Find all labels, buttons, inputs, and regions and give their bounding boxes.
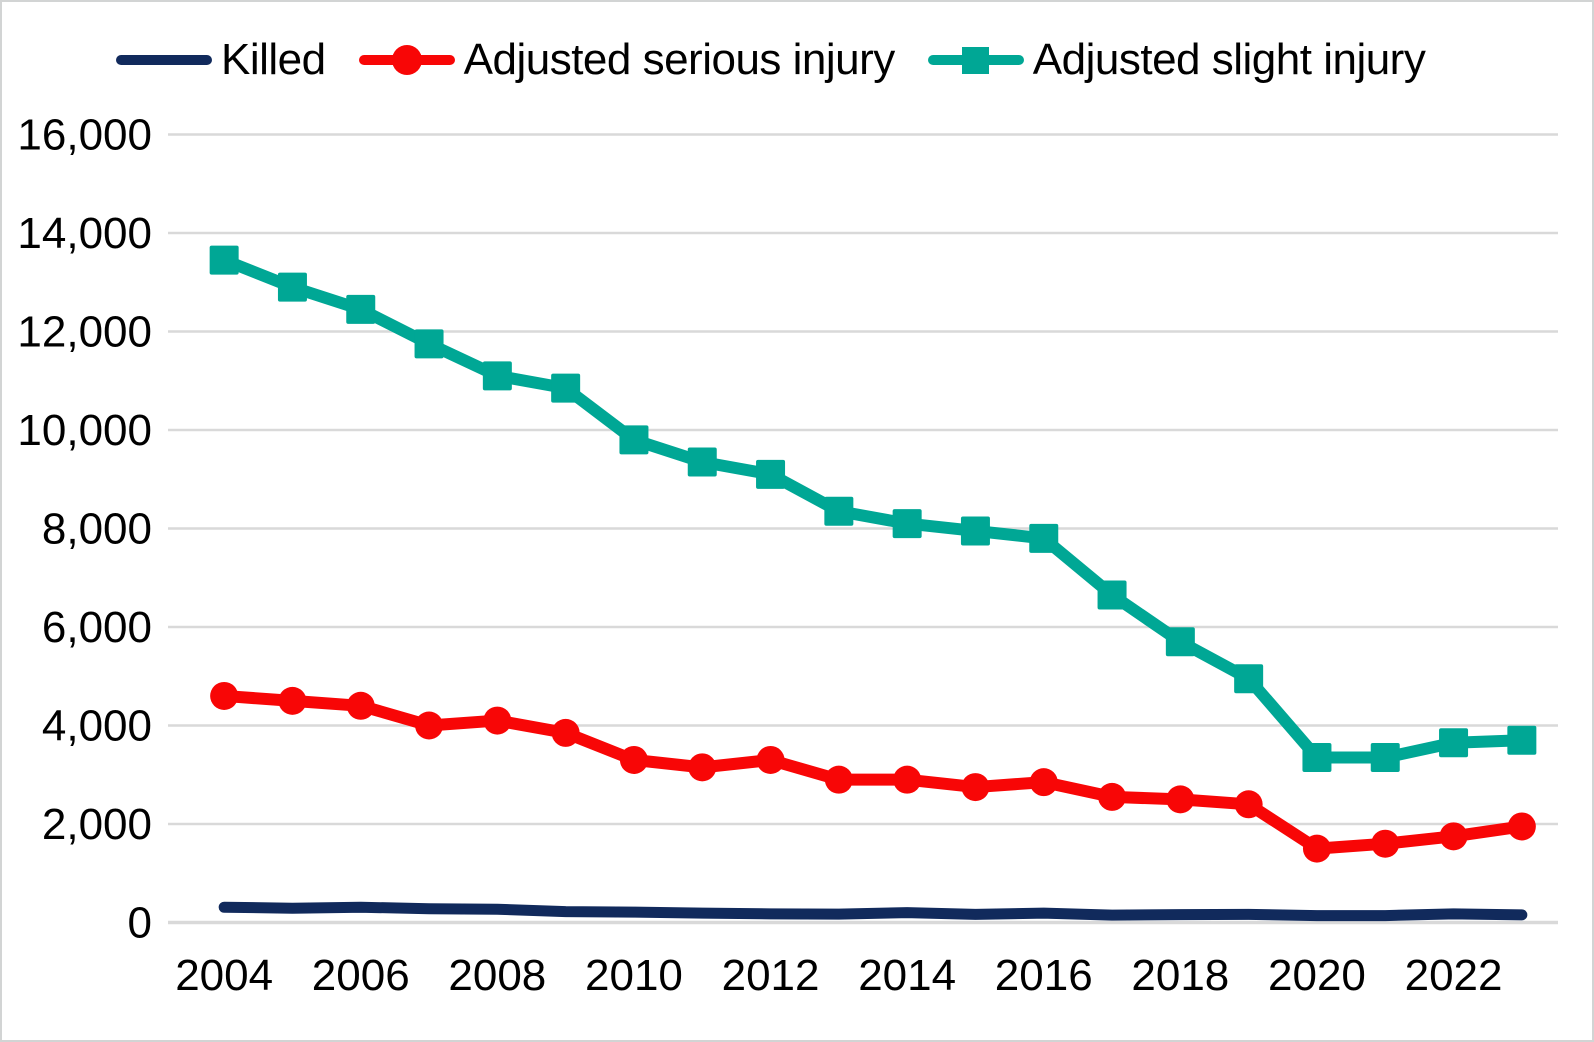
x-axis-tick-label: 2010 (585, 951, 683, 1000)
data-point-marker (1507, 812, 1536, 841)
y-axis-tick-label: 0 (128, 899, 152, 948)
x-axis-tick-label: 2018 (1131, 951, 1229, 1000)
data-point-marker (756, 745, 785, 774)
x-axis-tick-label: 2012 (722, 951, 820, 1000)
data-point-marker (619, 745, 648, 774)
data-point-marker (1165, 627, 1195, 657)
data-point-marker (1370, 743, 1400, 773)
slight-injury-line-swatch-icon (927, 44, 1024, 76)
legend-item-slight-injury: Adjusted slight injury (927, 35, 1426, 84)
data-point-marker (688, 753, 717, 782)
data-point-marker (960, 516, 990, 546)
data-point-marker (1507, 725, 1537, 755)
data-point-marker (619, 425, 649, 455)
data-point-marker (1439, 728, 1469, 758)
data-point-marker (1234, 790, 1263, 819)
data-point-marker (551, 718, 580, 747)
y-axis-tick-label: 10,000 (17, 406, 152, 455)
chart-legend: Killed Adjusted serious injury Adjusted … (116, 35, 1426, 84)
series-adjusted-serious-injury (210, 681, 1536, 863)
x-axis-tick-label: 2016 (995, 951, 1093, 1000)
data-point-marker (1234, 664, 1264, 694)
data-point-marker (1029, 523, 1059, 553)
data-point-marker (961, 773, 990, 802)
data-point-marker (414, 329, 444, 359)
y-axis-tick-label: 6,000 (42, 603, 152, 652)
y-axis-tick-label: 14,000 (17, 209, 152, 258)
series-adjusted-slight-injury (209, 245, 1537, 773)
data-point-marker (756, 459, 786, 489)
y-axis-tick-label: 2,000 (42, 800, 152, 849)
legend-label-slight-injury: Adjusted slight injury (1032, 35, 1426, 84)
data-point-marker (210, 681, 239, 710)
y-axis-tick-label: 8,000 (42, 505, 152, 554)
y-axis-tick-label: 12,000 (17, 308, 152, 357)
data-point-marker (687, 447, 717, 477)
data-point-marker (209, 245, 239, 275)
series-killed (218, 901, 1528, 922)
data-point-marker (483, 706, 512, 735)
x-axis-tick-label: 2020 (1268, 951, 1366, 1000)
series-line (218, 901, 1528, 922)
data-point-marker (346, 691, 375, 720)
data-point-marker (1098, 782, 1127, 811)
y-axis-tick-label: 16,000 (17, 111, 152, 160)
x-axis-tick-label: 2004 (175, 951, 273, 1000)
data-point-marker (1097, 580, 1127, 610)
data-point-marker (278, 686, 307, 715)
x-axis-tick-label: 2014 (858, 951, 956, 1000)
legend-item-serious-injury: Adjusted serious injury (358, 35, 896, 84)
data-point-marker (892, 509, 922, 539)
data-point-marker (1166, 785, 1195, 814)
data-point-marker (893, 765, 922, 794)
data-point-marker (551, 373, 581, 403)
data-point-marker (482, 361, 512, 391)
y-axis-tick-label: 4,000 (42, 702, 152, 751)
serious-injury-line-swatch-icon (358, 44, 455, 76)
data-point-marker (1439, 822, 1468, 851)
killed-line-swatch-icon (116, 44, 212, 76)
data-point-marker (824, 765, 853, 794)
data-point-marker (415, 711, 444, 740)
data-point-marker (1302, 834, 1331, 863)
data-point-marker (824, 496, 854, 526)
x-axis-tick-label: 2022 (1405, 951, 1503, 1000)
x-axis-tick-label: 2006 (312, 951, 410, 1000)
x-axis-tick-label: 2008 (448, 951, 546, 1000)
data-point-marker (346, 294, 376, 324)
legend-label-killed: Killed (221, 35, 326, 84)
data-point-marker (1029, 768, 1058, 797)
data-point-marker (1302, 743, 1332, 773)
data-point-marker (1371, 829, 1400, 858)
legend-item-killed: Killed (116, 38, 326, 82)
data-point-marker (277, 272, 307, 302)
legend-label-serious-injury: Adjusted serious injury (463, 35, 896, 84)
